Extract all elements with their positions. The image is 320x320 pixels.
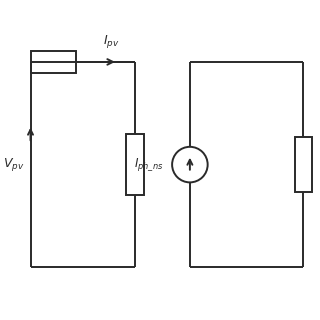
Bar <box>125 134 144 195</box>
Bar <box>30 51 76 73</box>
Text: $I_{ph\_ns}$: $I_{ph\_ns}$ <box>133 156 163 173</box>
Bar <box>295 137 312 192</box>
Text: $I_{pv}$: $I_{pv}$ <box>103 33 120 50</box>
Text: $V_{pv}$: $V_{pv}$ <box>3 156 24 173</box>
Circle shape <box>172 147 208 182</box>
